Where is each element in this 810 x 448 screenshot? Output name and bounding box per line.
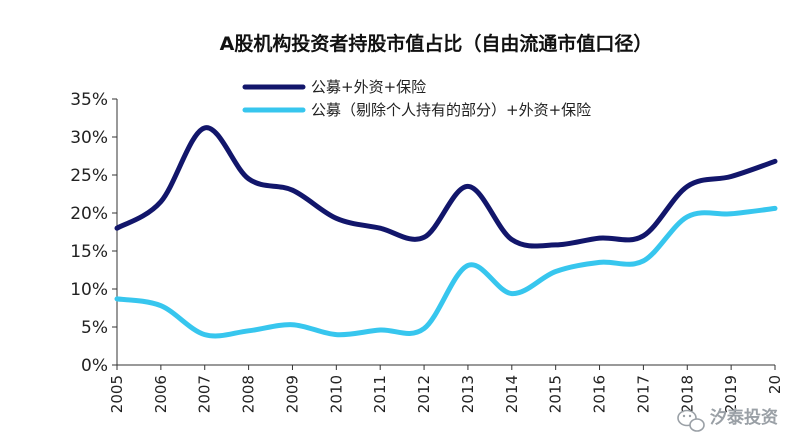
- chart-title: A股机构投资者持股市值占比（自由流通市值口径）: [220, 32, 653, 55]
- x-tick-label: 2015: [547, 375, 565, 413]
- series-line-2: [114, 205, 778, 339]
- x-tick-label: 2008: [240, 375, 258, 413]
- y-tick-label: 10%: [70, 280, 108, 300]
- y-tick-label: 15%: [70, 242, 108, 262]
- y-tick-label: 20%: [70, 204, 108, 224]
- y-tick-label: 25%: [70, 166, 108, 186]
- x-axis: 2005 2006 2007 2008 2009 2010 2011 2012 2013 2014…: [108, 364, 784, 413]
- legend-label-2: 公募（剔除个人持有的部分）+外资+保险: [311, 101, 591, 119]
- x-tick-label: 2012: [415, 375, 433, 413]
- x-tick-label: 2014: [503, 375, 521, 413]
- watermark-text: 汐泰投资: [710, 407, 778, 428]
- y-axis: 0% 5% 10% 15% 20% 25% 30% 35%: [70, 90, 118, 376]
- x-tick-label: 2007: [196, 375, 214, 413]
- x-tick-label: 2016: [591, 375, 609, 413]
- x-tick-label: 2010: [327, 375, 345, 413]
- x-tick-label: 2009: [283, 375, 301, 413]
- series-layer: [114, 125, 778, 339]
- x-tick-label: 2013: [459, 375, 477, 413]
- watermark: 汐泰投资: [677, 407, 778, 432]
- wechat-icon: [677, 409, 705, 432]
- y-tick-label: 5%: [81, 318, 108, 338]
- series-line-1: [114, 125, 778, 249]
- y-tick-label: 30%: [70, 128, 108, 148]
- x-tick-label: 2018: [678, 375, 696, 413]
- y-tick-label: 0%: [81, 356, 108, 376]
- x-tick-label: 2005: [108, 375, 126, 413]
- x-tick-label: 2011: [371, 375, 389, 413]
- x-tick-label: 2006: [152, 375, 170, 413]
- legend-label-1: 公募+外资+保险: [311, 78, 426, 96]
- x-tick-label: 20: [766, 375, 784, 394]
- x-tick-label: 2017: [634, 375, 652, 413]
- y-tick-label: 35%: [70, 90, 108, 110]
- x-tick-label: 2019: [722, 375, 740, 413]
